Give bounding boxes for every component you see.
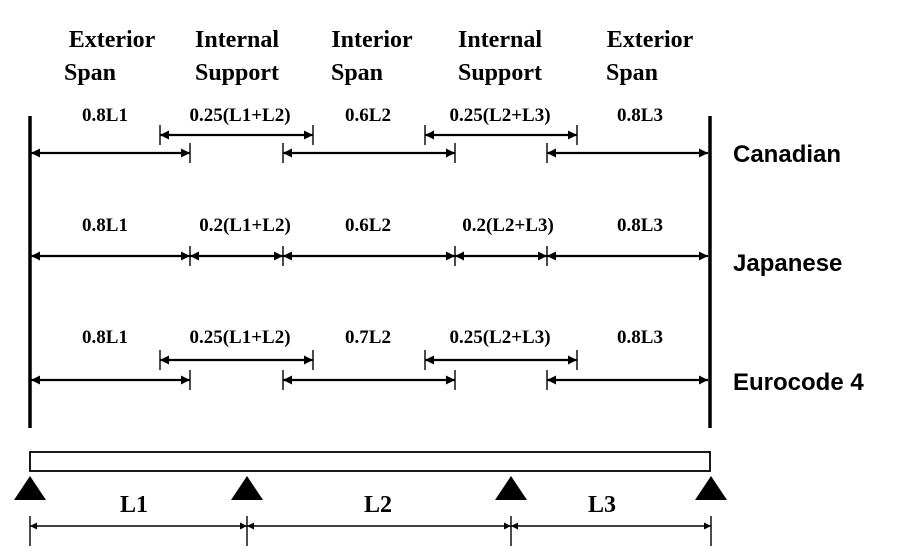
label-exterior-span-right: 0.8L3 [617,327,663,348]
label-interior-span: 0.7L2 [345,327,391,348]
label-internal-support-left: 0.2(L1+L2) [199,215,291,236]
support-triangle [231,476,263,500]
row-japanese: 0.8L1 0.2(L1+L2) 0.6L2 0.2(L2+L3) 0.8L3 … [31,215,842,277]
label-exterior-span-right: 0.8L3 [617,105,663,126]
label-exterior-span-left: 0.8L1 [82,215,128,236]
label-exterior-span-right: 0.8L3 [617,215,663,236]
span-dimensions: L1 L2 L3 [29,492,712,546]
row-eurocode-4: 0.8L1 0.25(L1+L2) 0.7L2 0.25(L2+L3) 0.8L… [31,327,864,396]
header-interior-span-line2: Span [331,60,383,86]
span-label-l1: L1 [120,492,148,518]
label-internal-support-right: 0.25(L2+L3) [449,327,550,348]
column-headers: Exterior Span Internal Support Interior … [64,27,694,86]
code-name: Canadian [733,141,841,168]
header-exterior-span-left-line1: Exterior [69,27,156,53]
span-label-l2: L2 [364,492,392,518]
label-internal-support-left: 0.25(L1+L2) [189,105,290,126]
header-internal-support-left-line1: Internal [195,27,279,53]
support-triangle [495,476,527,500]
support-triangle [695,476,727,500]
code-name: Japanese [733,250,842,277]
support-triangle [14,476,46,500]
label-exterior-span-left: 0.8L1 [82,327,128,348]
label-interior-span: 0.6L2 [345,215,391,236]
header-exterior-span-left-line2: Span [64,60,116,86]
header-internal-support-left-line2: Support [195,60,279,86]
header-internal-support-right-line1: Internal [458,27,542,53]
header-exterior-span-right-line2: Span [606,60,658,86]
label-internal-support-right: 0.2(L2+L3) [462,215,554,236]
beam [29,451,711,472]
row-canadian: 0.8L1 0.25(L1+L2) 0.6L2 0.25(L2+L3) 0.8L… [31,105,841,168]
span-label-l3: L3 [588,492,616,518]
header-internal-support-right-line2: Support [458,60,542,86]
header-interior-span-line1: Interior [331,27,413,53]
supports [14,476,727,500]
label-internal-support-left: 0.25(L1+L2) [189,327,290,348]
label-interior-span: 0.6L2 [345,105,391,126]
code-name: Eurocode 4 [733,369,864,396]
label-internal-support-right: 0.25(L2+L3) [449,105,550,126]
label-exterior-span-left: 0.8L1 [82,105,128,126]
header-exterior-span-right-line1: Exterior [607,27,694,53]
